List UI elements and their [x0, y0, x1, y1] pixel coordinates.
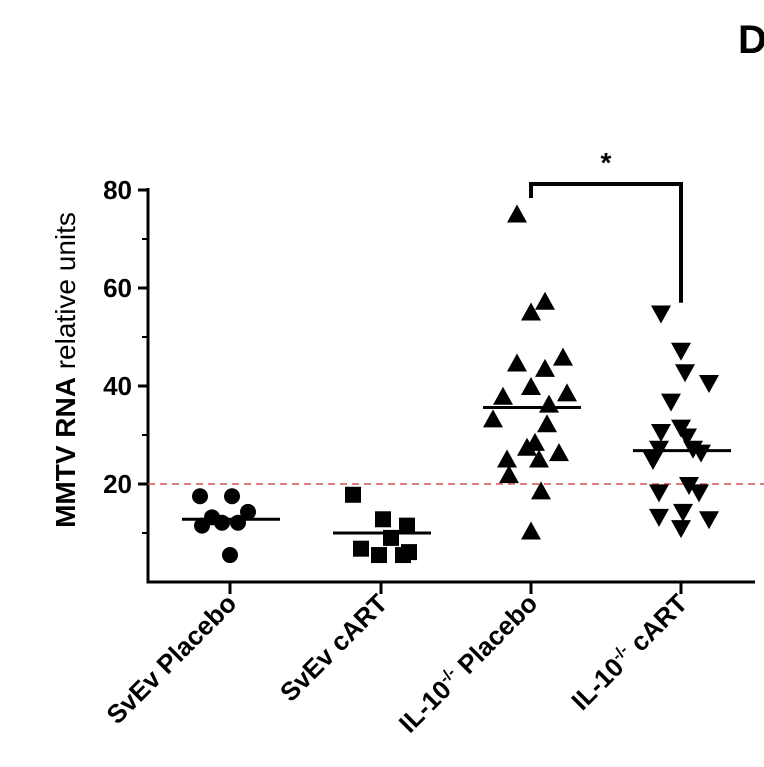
data-point-1-2 [399, 517, 415, 534]
data-point-2-5 [507, 353, 527, 372]
data-point-0-6 [194, 517, 210, 534]
data-point-0-1 [224, 488, 240, 505]
data-point-1-0 [345, 486, 361, 503]
tick-labels: 20 40 60 80 * SvEv Placebo SvEv cART IL-10-/- P… [100, 147, 693, 738]
y-axis-label-rest: relative units [50, 212, 81, 378]
y-tick-label-80: 80 [103, 175, 132, 205]
data-point-1-6 [371, 547, 387, 564]
data-point-3-6 [651, 424, 671, 443]
data-point-3-7 [677, 428, 697, 447]
data-point-3-4 [661, 393, 681, 412]
data-marks [182, 182, 731, 564]
data-point-2-1 [535, 291, 555, 310]
data-point-1-1 [375, 511, 391, 528]
data-point-2-9 [539, 394, 559, 413]
data-point-2-11 [537, 414, 557, 433]
x-tick-label-3: IL-10-/- cART [565, 588, 693, 716]
data-point-3-17 [699, 511, 719, 530]
data-point-2-14 [549, 443, 569, 462]
y-tick-label-20: 20 [103, 469, 132, 499]
y-axis-label: MMTV RNA relative units [50, 212, 82, 528]
data-point-2-17 [499, 465, 519, 484]
data-point-3-1 [671, 342, 691, 361]
data-point-3-0 [651, 305, 671, 324]
data-point-2-16 [529, 449, 549, 468]
data-point-2-0 [507, 204, 527, 223]
x-tick-label-base-0: SvEv Placebo [100, 588, 242, 730]
data-point-0-4 [214, 514, 230, 531]
data-point-2-2 [521, 302, 541, 321]
significance-label: * [601, 147, 612, 178]
data-point-3-11 [643, 451, 663, 470]
data-point-0-5 [230, 514, 246, 531]
data-point-0-0 [192, 488, 208, 505]
data-point-0-2 [240, 503, 256, 520]
data-point-2-6 [521, 376, 541, 395]
data-point-3-18 [671, 520, 691, 539]
x-tick-label-1: SvEv cART [274, 588, 393, 707]
data-point-2-3 [553, 347, 573, 366]
data-point-1-7 [395, 547, 411, 564]
data-point-3-2 [675, 364, 695, 383]
data-point-3-14 [689, 484, 709, 503]
data-point-1-4 [353, 540, 369, 557]
x-tick-label-2: IL-10-/- Placebo [393, 588, 543, 738]
data-point-3-10 [691, 444, 711, 463]
data-point-2-19 [521, 521, 541, 540]
x-tick-label-rest-2: Placebo [446, 588, 543, 685]
data-point-2-15 [497, 449, 517, 468]
data-point-0-7 [222, 547, 238, 564]
y-tick-label-40: 40 [103, 371, 132, 401]
data-point-2-18 [531, 481, 551, 500]
y-axis-label-bold: MMTV RNA [50, 377, 81, 528]
axes [138, 188, 755, 594]
data-point-3-13 [649, 484, 669, 503]
data-point-2-4 [535, 358, 555, 377]
panel-label: D [738, 18, 764, 62]
data-point-2-8 [493, 386, 513, 405]
significance-bracket [529, 182, 683, 303]
data-point-2-10 [483, 409, 503, 428]
x-tick-label-0: SvEv Placebo [100, 588, 242, 730]
data-point-3-12 [679, 476, 699, 495]
data-point-3-16 [649, 508, 669, 527]
x-tick-label-base-1: SvEv cART [274, 588, 393, 707]
x-tick-label-rest-3: cART [619, 588, 693, 662]
data-point-3-15 [673, 503, 693, 522]
data-point-2-13 [517, 437, 537, 456]
data-point-3-3 [699, 375, 719, 394]
y-tick-label-60: 60 [103, 273, 132, 303]
data-point-2-7 [557, 383, 577, 402]
